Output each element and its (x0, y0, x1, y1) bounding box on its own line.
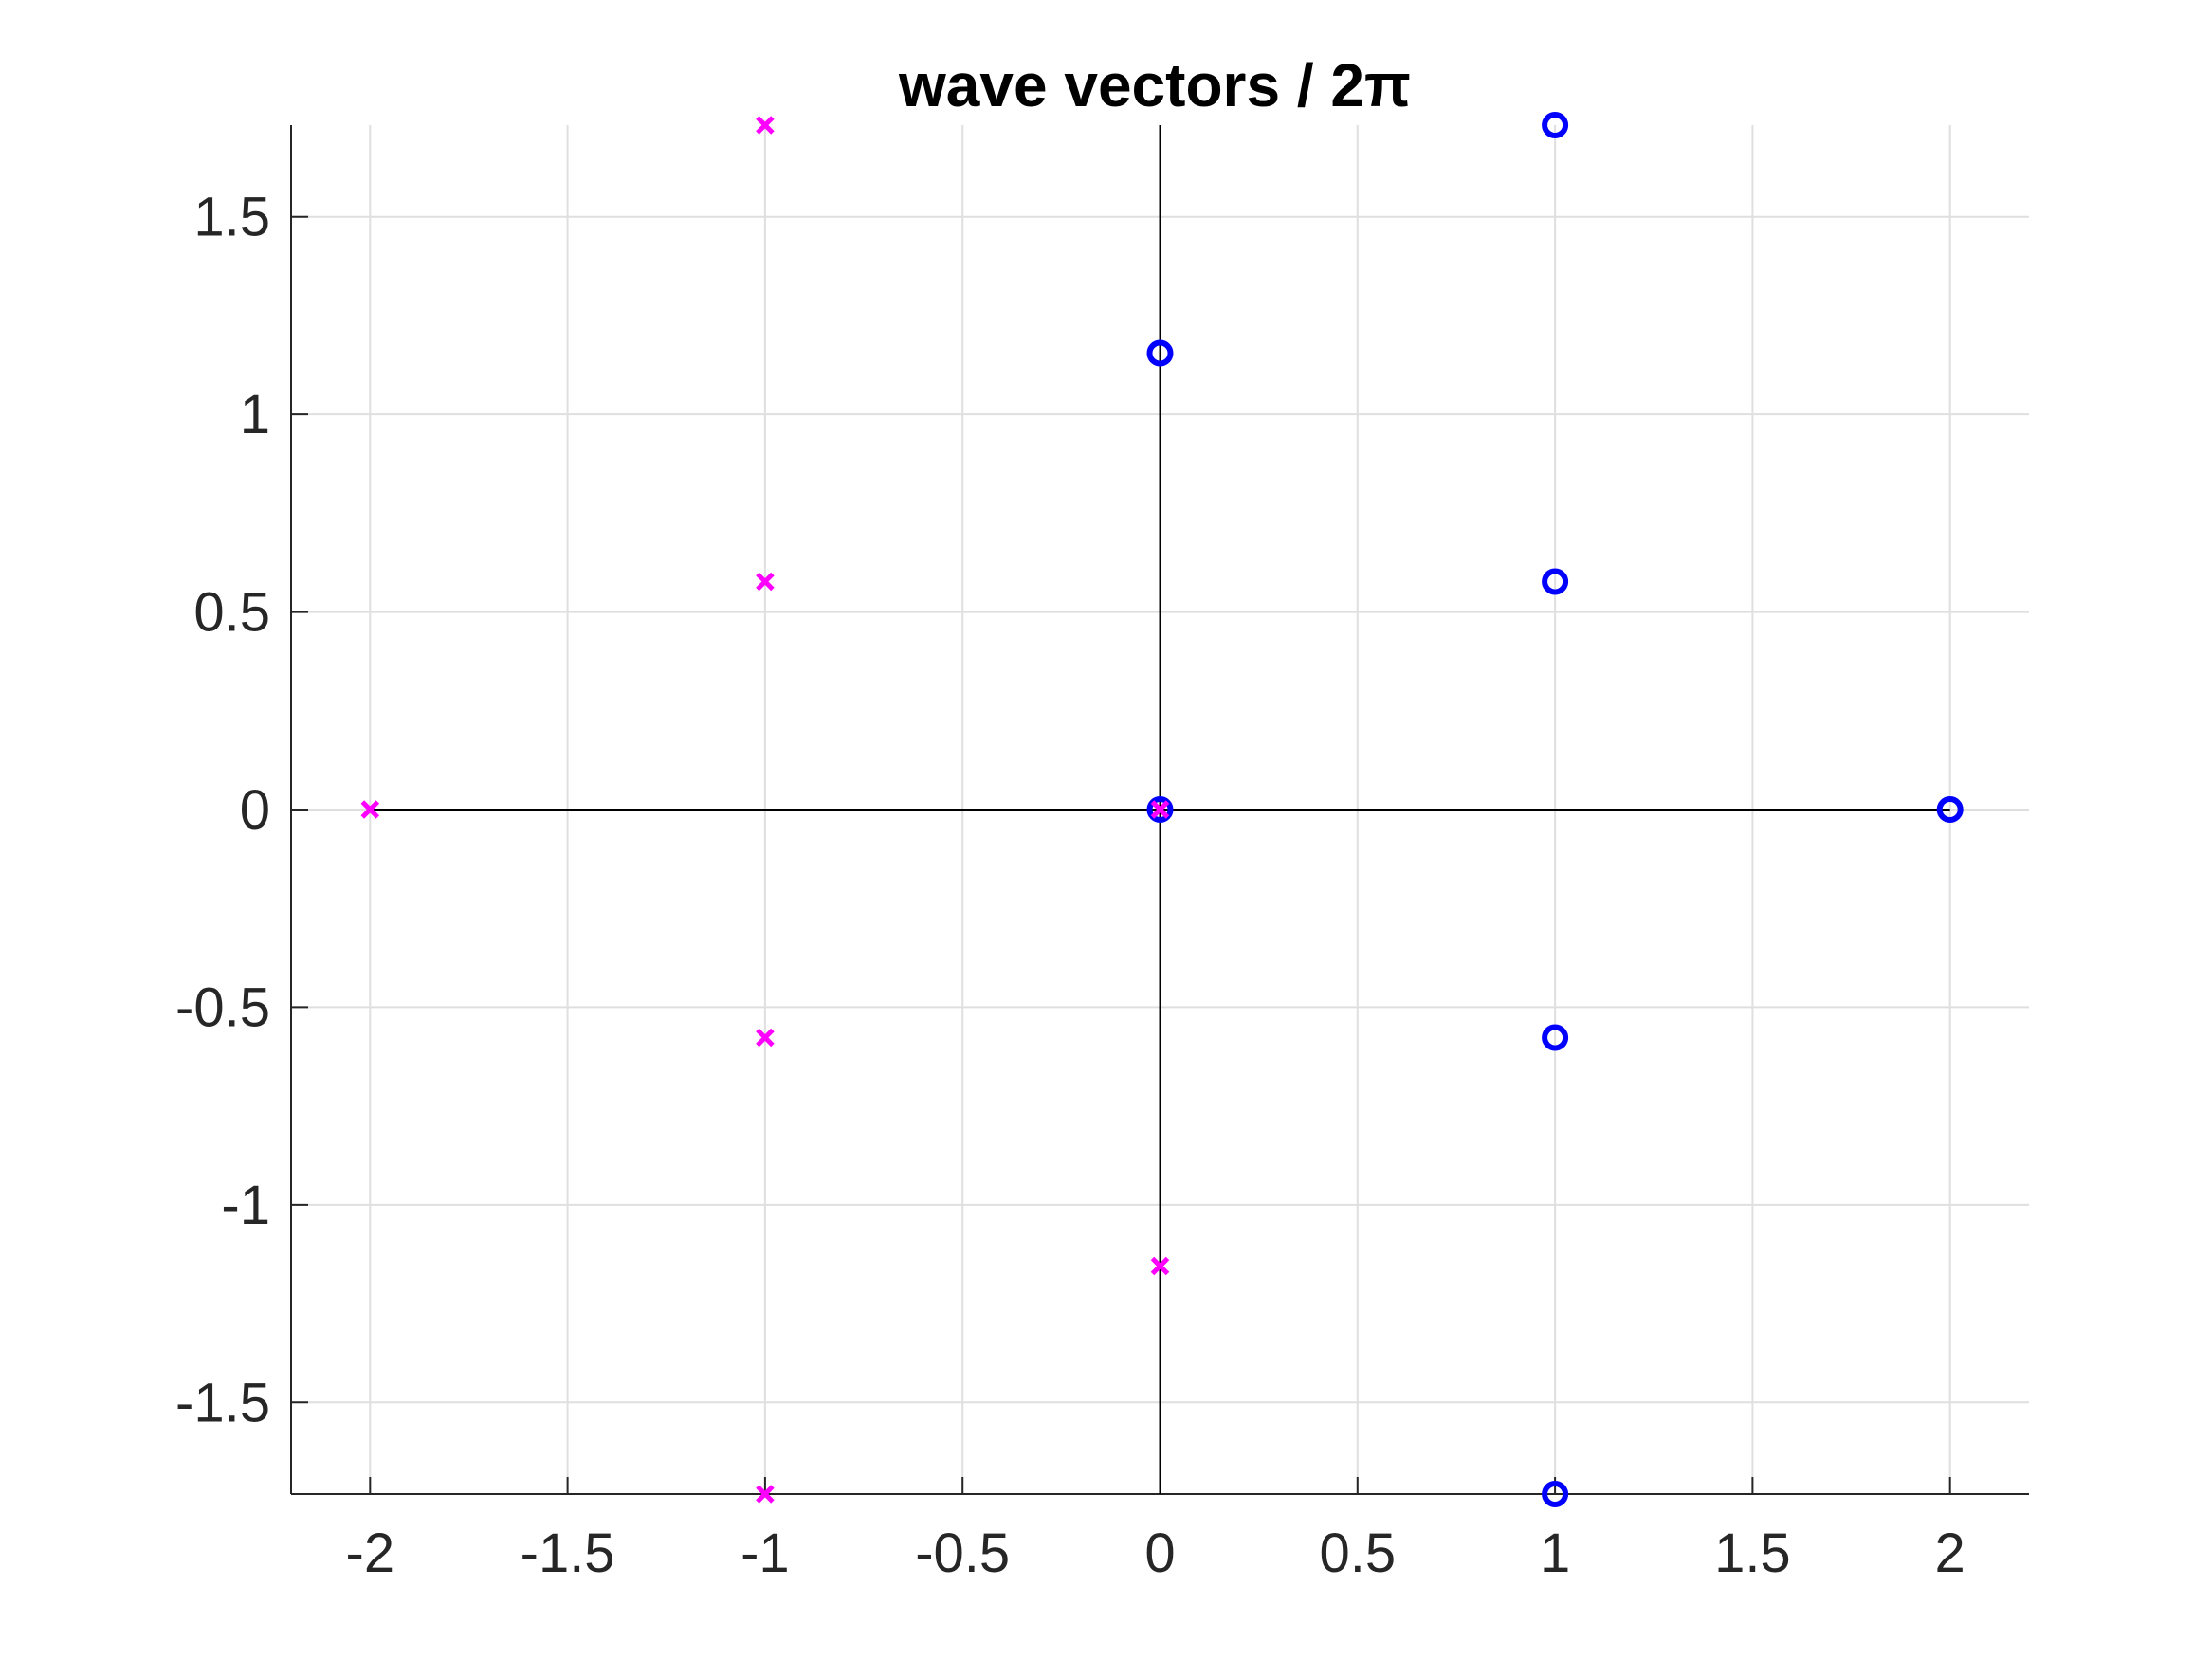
y-tick-label: 0.5 (193, 582, 270, 644)
data-point-cross (360, 800, 380, 819)
x-tick-labels: -2 -1.5 -1 -0.5 0 0.5 1 1.5 2 (346, 1522, 1965, 1584)
y-tick-label: -0.5 (175, 976, 270, 1038)
data-point-cross (756, 1028, 775, 1048)
y-tick-label: -1 (221, 1175, 270, 1236)
chart-title: wave vectors / 2π (898, 51, 1411, 119)
x-tick-label: 0 (1144, 1522, 1175, 1584)
y-tick-label: -1.5 (175, 1372, 270, 1433)
cross-stroke (360, 800, 380, 819)
data-point-circle (1146, 339, 1174, 367)
data-point-circle (1542, 112, 1569, 138)
cross-stroke (1150, 1256, 1170, 1276)
x-tick-label: -1.5 (521, 1522, 615, 1584)
data-point-circle (1542, 1024, 1569, 1051)
x-tick-label: 0.5 (1319, 1522, 1396, 1584)
x-tick-label: 1 (1540, 1522, 1570, 1584)
y-tick-labels: -1.5 -1 -0.5 0 0.5 1 1.5 (175, 187, 270, 1434)
data-point-circle (1542, 568, 1569, 595)
cross-stroke (756, 572, 775, 592)
cross-stroke (756, 116, 775, 135)
x-tick-label: 2 (1935, 1522, 1965, 1584)
x-tick-label: -0.5 (915, 1522, 1010, 1584)
data-point-cross (756, 116, 775, 135)
y-tick-label: 1 (240, 384, 270, 446)
x-tick-label: 1.5 (1714, 1522, 1791, 1584)
data-point-circle (1936, 796, 1964, 823)
data-point-cross (1150, 800, 1170, 819)
data-point-cross (1150, 1256, 1170, 1276)
data-point-cross (756, 572, 775, 592)
data-point-cross (756, 1485, 775, 1504)
cross-stroke (756, 1028, 775, 1048)
x-tick-label: -1 (740, 1522, 790, 1584)
data-markers (360, 112, 1964, 1507)
y-tick-label: 0 (240, 779, 270, 841)
cross-stroke (756, 1485, 775, 1504)
x-tick-label: -2 (346, 1522, 395, 1584)
data-point-circle (1542, 1481, 1569, 1507)
y-tick-label: 1.5 (193, 187, 270, 248)
cross-stroke (1150, 800, 1170, 819)
data-point-circle (1146, 796, 1174, 823)
